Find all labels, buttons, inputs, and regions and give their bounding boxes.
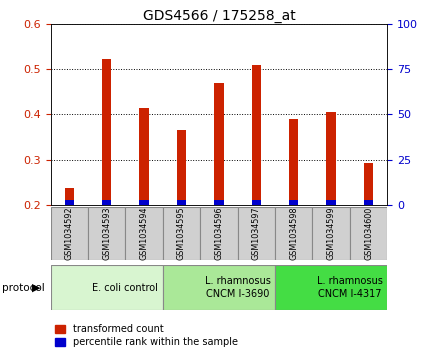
Bar	[139, 107, 149, 205]
Bar	[88, 207, 125, 260]
Text: ▶: ▶	[32, 283, 40, 293]
Text: L. rhamnosus
CNCM I-3690: L. rhamnosus CNCM I-3690	[205, 277, 271, 299]
Text: GSM1034598: GSM1034598	[289, 207, 298, 260]
Text: GSM1034592: GSM1034592	[65, 207, 74, 260]
Bar	[238, 207, 275, 260]
Bar	[252, 65, 261, 205]
Bar	[125, 207, 163, 260]
Title: GDS4566 / 175258_at: GDS4566 / 175258_at	[143, 9, 295, 23]
Bar	[177, 200, 186, 205]
Bar	[163, 207, 200, 260]
Text: GSM1034597: GSM1034597	[252, 207, 261, 260]
Text: GSM1034595: GSM1034595	[177, 207, 186, 260]
Bar	[326, 112, 336, 205]
Bar	[289, 200, 298, 205]
Bar	[65, 188, 74, 205]
Text: GSM1034596: GSM1034596	[214, 207, 224, 260]
Bar	[163, 265, 275, 310]
Bar	[275, 207, 312, 260]
Bar	[289, 119, 298, 205]
Bar	[102, 200, 111, 205]
Bar	[200, 207, 238, 260]
Text: GSM1034594: GSM1034594	[139, 207, 149, 260]
Text: L. rhamnosus
CNCM I-4317: L. rhamnosus CNCM I-4317	[317, 277, 383, 299]
Text: GSM1034599: GSM1034599	[326, 207, 336, 260]
Bar	[177, 130, 186, 205]
Text: GSM1034593: GSM1034593	[102, 207, 111, 260]
Bar	[364, 200, 373, 205]
Bar	[364, 163, 373, 205]
Bar	[214, 200, 224, 205]
Bar	[102, 60, 111, 205]
Bar	[139, 200, 149, 205]
Bar	[65, 200, 74, 205]
Bar	[214, 82, 224, 205]
Text: protocol: protocol	[2, 283, 45, 293]
Bar	[350, 207, 387, 260]
Bar	[51, 265, 163, 310]
Bar	[275, 265, 387, 310]
Bar	[312, 207, 350, 260]
Bar	[51, 207, 88, 260]
Legend: transformed count, percentile rank within the sample: transformed count, percentile rank withi…	[55, 324, 238, 347]
Bar	[326, 200, 336, 205]
Bar	[252, 200, 261, 205]
Text: GSM1034600: GSM1034600	[364, 207, 373, 260]
Text: E. coli control: E. coli control	[92, 283, 158, 293]
